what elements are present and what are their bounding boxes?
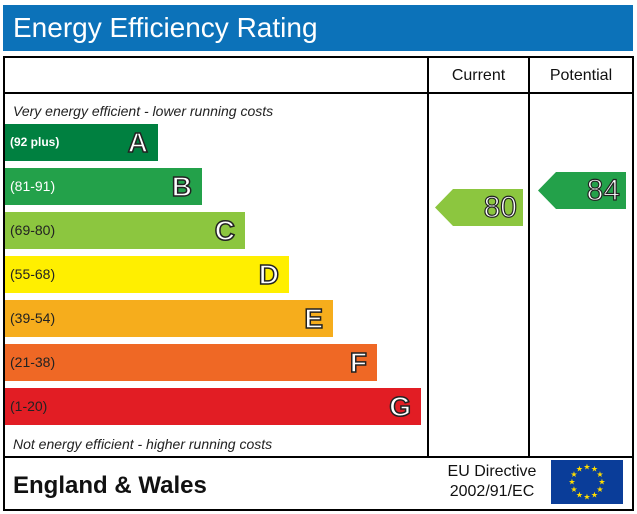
band-range: (1-20) xyxy=(10,398,48,414)
column-divider-potential xyxy=(528,58,530,458)
potential-arrow-shape xyxy=(538,172,626,209)
current-arrow-shape xyxy=(435,189,523,226)
column-header-current: Current xyxy=(451,67,506,84)
band-e: (39-54) E xyxy=(5,300,333,337)
band-letter: C xyxy=(214,214,236,247)
band-letter: A xyxy=(127,126,149,159)
region-label: England & Wales xyxy=(13,472,207,499)
eu-star-icon: ★ xyxy=(568,478,575,487)
band-d: (55-68) D xyxy=(5,256,289,293)
eu-directive-line1: EU Directive xyxy=(447,463,537,480)
potential-rating-arrow: 84 xyxy=(538,172,626,209)
eu-star-icon: ★ xyxy=(583,463,590,472)
band-b: (81-91) B xyxy=(5,168,202,205)
eu-star-icon: ★ xyxy=(596,470,603,479)
eu-star-icon: ★ xyxy=(576,465,583,474)
eu-flag-icon: ★ ★ ★ ★ ★ ★ ★ ★ ★ ★ ★ ★ xyxy=(551,460,623,504)
footer-divider xyxy=(5,456,632,458)
rating-frame: Current Potential Very energy efficient … xyxy=(3,56,634,511)
top-note: Very energy efficient - lower running co… xyxy=(13,103,274,119)
eu-star-icon: ★ xyxy=(570,485,577,494)
band-letter: D xyxy=(258,258,280,291)
current-rating-arrow: 80 xyxy=(435,189,523,226)
title-bar: Energy Efficiency Rating xyxy=(3,5,633,51)
page-title: Energy Efficiency Rating xyxy=(13,12,318,43)
eu-star-icon: ★ xyxy=(596,485,603,494)
eu-directive-line2: 2002/91/EC xyxy=(449,483,535,500)
eu-star-icon: ★ xyxy=(591,490,598,499)
header-divider xyxy=(5,92,632,94)
band-range: (55-68) xyxy=(10,266,56,282)
bottom-note: Not energy efficient - higher running co… xyxy=(13,436,273,452)
band-letter: E xyxy=(304,302,324,335)
potential-rating-value: 84 xyxy=(586,173,621,207)
column-divider-current xyxy=(427,58,429,458)
band-c: (69-80) C xyxy=(5,212,245,249)
band-a: (92 plus) A xyxy=(5,124,158,161)
current-rating-value: 80 xyxy=(483,190,518,224)
band-g: (1-20) G xyxy=(5,388,421,425)
band-letter: B xyxy=(171,170,193,203)
eu-star-icon: ★ xyxy=(576,490,583,499)
eu-star-icon: ★ xyxy=(598,478,605,487)
band-range: (21-38) xyxy=(10,354,56,370)
eu-star-icon: ★ xyxy=(591,465,598,474)
band-range: (92 plus) xyxy=(10,135,60,149)
band-range: (69-80) xyxy=(10,222,56,238)
band-range: (81-91) xyxy=(10,178,56,194)
column-header-potential: Potential xyxy=(549,67,613,84)
band-range: (39-54) xyxy=(10,310,56,326)
band-letter: F xyxy=(349,346,368,379)
band-f: (21-38) F xyxy=(5,344,377,381)
eu-directive: EU Directive 2002/91/EC xyxy=(433,462,551,502)
band-letter: G xyxy=(388,390,411,423)
eu-star-icon: ★ xyxy=(570,470,577,479)
eu-star-icon: ★ xyxy=(583,493,590,502)
eu-stars-icon: ★ ★★★★★★★★★★★ xyxy=(568,463,605,502)
